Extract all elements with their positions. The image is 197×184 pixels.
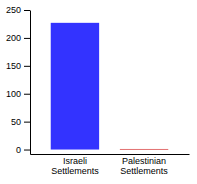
tick-label: PalestinianSettlements (120, 156, 168, 176)
tick-label: 100 (6, 89, 21, 99)
tick-label: IsraeliSettlements (51, 156, 99, 176)
tick-label: 150 (6, 61, 21, 71)
bar (120, 148, 168, 150)
tick-label: 0 (16, 145, 21, 155)
bar (51, 23, 99, 150)
x-axis: IsraeliSettlementsPalestinianSettlements (31, 155, 190, 177)
tick: 250 (6, 5, 30, 15)
tick-label-line: Palestinian (122, 156, 166, 166)
axis-line (30, 11, 31, 155)
tick-mark (24, 150, 30, 151)
tick-label: 50 (11, 117, 21, 127)
tick-label-line: Settlements (120, 166, 168, 176)
bars (51, 23, 169, 150)
tick-mark (24, 122, 30, 123)
tick-label: 250 (6, 5, 21, 15)
tick-label-line: Israeli (63, 156, 87, 166)
axis-line (31, 154, 190, 155)
y-axis: 0 50 100 150 200 250 (6, 5, 31, 155)
tick-label-line: Settlements (51, 166, 99, 176)
tick: 50 (11, 117, 30, 127)
tick: 200 (6, 33, 30, 43)
tick: PalestinianSettlements (120, 156, 168, 176)
chart: 050100150200250IsraeliSettlementsPalesti… (0, 0, 197, 184)
tick: 100 (6, 89, 30, 99)
tick-mark (24, 66, 30, 67)
tick-label: 200 (6, 33, 21, 43)
tick-mark (24, 94, 30, 95)
tick-mark (24, 38, 30, 39)
tick: 150 (6, 61, 30, 71)
tick: IsraeliSettlements (51, 156, 99, 176)
tick-mark (24, 10, 30, 11)
tick: 0 (16, 145, 30, 155)
plot: 050100150200250IsraeliSettlementsPalesti… (6, 5, 190, 176)
